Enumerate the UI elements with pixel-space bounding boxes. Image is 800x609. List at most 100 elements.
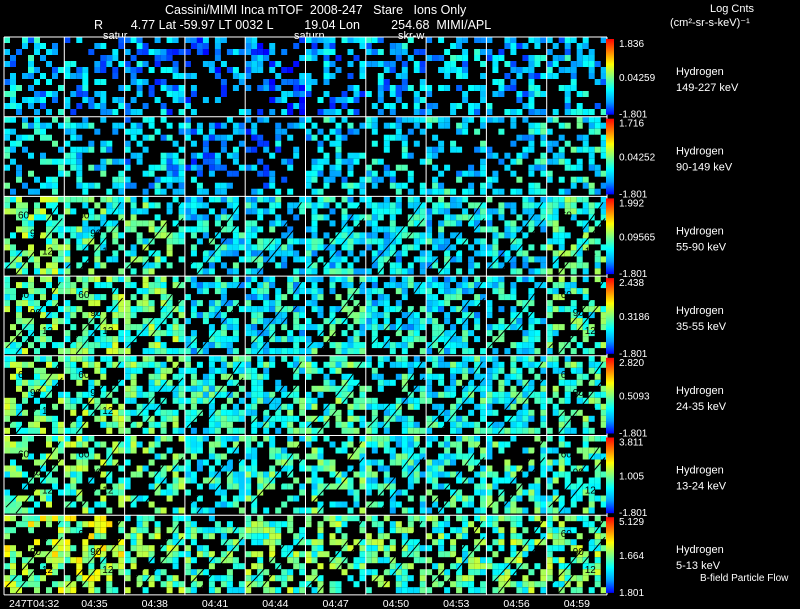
- heatmap-cell: [238, 355, 245, 362]
- heatmap-cell: [10, 244, 16, 251]
- heatmap-cell: [444, 575, 451, 582]
- heatmap-cell: [245, 477, 252, 484]
- heatmap-cell: [474, 557, 481, 564]
- heatmap-cell: [480, 385, 487, 392]
- heatmap-cell: [46, 415, 52, 422]
- heatmap-cell: [148, 122, 155, 129]
- heatmap-cell: [148, 220, 155, 227]
- heatmap-cell: [226, 244, 233, 251]
- heatmap-cell: [594, 268, 601, 275]
- heatmap-cell: [154, 477, 161, 484]
- heatmap-cell: [516, 97, 523, 103]
- heatmap-cell: [4, 427, 10, 434]
- heatmap-cell: [22, 214, 28, 221]
- heatmap-cell: [64, 122, 71, 129]
- heatmap-cell: [335, 318, 342, 325]
- heatmap-cell: [100, 391, 107, 398]
- heatmap-cell: [570, 208, 577, 215]
- heatmap-cell: [124, 427, 131, 434]
- heatmap-cell: [474, 336, 481, 343]
- heatmap-cell: [275, 97, 282, 103]
- heatmap-cell: [407, 391, 414, 398]
- heatmap-cell: [347, 312, 354, 319]
- heatmap-cell: [504, 256, 511, 263]
- heatmap-cell: [64, 551, 71, 558]
- heatmap-cell: [468, 300, 475, 307]
- heatmap-cell: [220, 415, 227, 422]
- heatmap-cell: [576, 465, 583, 472]
- heatmap-cell: [232, 170, 239, 177]
- heatmap-cell: [16, 262, 22, 269]
- heatmap-cell: [456, 55, 463, 61]
- heatmap-cell: [22, 250, 28, 257]
- heatmap-cell: [486, 152, 493, 159]
- heatmap-cell: [359, 73, 366, 79]
- heatmap-cell: [588, 109, 595, 115]
- heatmap-cell: [226, 238, 233, 245]
- heatmap-cell: [46, 489, 52, 496]
- heatmap-cell: [582, 140, 589, 147]
- heatmap-cell: [480, 483, 487, 490]
- heatmap-cell: [64, 244, 71, 251]
- heatmap-cell: [528, 330, 535, 337]
- heatmap-cell: [76, 176, 83, 183]
- heatmap-cell: [516, 268, 523, 275]
- heatmap-cell: [395, 581, 402, 588]
- heatmap-cell: [10, 103, 16, 109]
- heatmap-cell: [220, 551, 227, 558]
- heatmap-cell: [558, 202, 565, 209]
- heatmap-cell: [190, 85, 197, 91]
- heatmap-cell: [510, 539, 517, 546]
- heatmap-cell: [142, 587, 149, 594]
- heatmap-cell: [438, 324, 445, 331]
- heatmap-cell: [558, 306, 565, 313]
- heatmap-cell: [359, 563, 366, 570]
- heatmap-cell: [52, 435, 58, 442]
- heatmap-cell: [166, 545, 173, 552]
- heatmap-cell: [426, 355, 433, 362]
- heatmap-cell: [558, 459, 565, 466]
- heatmap-cell: [534, 501, 541, 508]
- heatmap-cell: [540, 379, 547, 386]
- heatmap-cell: [214, 43, 221, 49]
- units-label: Log Cnts: [710, 3, 755, 15]
- heatmap-cell: [299, 367, 306, 374]
- heatmap-cell: [106, 403, 113, 410]
- heatmap-cell: [184, 134, 191, 141]
- heatmap-cell: [4, 91, 10, 97]
- heatmap-cell: [377, 312, 384, 319]
- heatmap-cell: [257, 569, 264, 576]
- heatmap-cell: [438, 288, 445, 295]
- heatmap-cell: [432, 116, 439, 123]
- heatmap-cell: [492, 477, 499, 484]
- heatmap-cell: [462, 545, 469, 552]
- heatmap-cell: [426, 415, 433, 422]
- heatmap-cell: [516, 373, 523, 380]
- heatmap-cell: [142, 268, 149, 275]
- heatmap-cell: [136, 441, 143, 448]
- heatmap-cell: [263, 471, 270, 478]
- heatmap-cell: [178, 312, 185, 319]
- heatmap-cell: [371, 282, 378, 289]
- heatmap-cell: [432, 276, 439, 283]
- heatmap-cell: [377, 361, 384, 368]
- heatmap-cell: [389, 244, 396, 251]
- heatmap-cell: [444, 220, 451, 227]
- heatmap-cell: [16, 409, 22, 416]
- heatmap-cell: [238, 563, 245, 570]
- heatmap-cell: [257, 342, 264, 349]
- heatmap-cell: [70, 134, 77, 141]
- heatmap-cell: [516, 158, 523, 165]
- heatmap-cell: [287, 250, 294, 257]
- heatmap-cell: [395, 226, 402, 233]
- heatmap-cell: [413, 97, 420, 103]
- heatmap-cell: [359, 435, 366, 442]
- heatmap-cell: [377, 545, 384, 552]
- heatmap-cell: [468, 355, 475, 362]
- heatmap-cell: [76, 391, 83, 398]
- heatmap-cell: [468, 268, 475, 275]
- heatmap-cell: [214, 158, 221, 165]
- heatmap-cell: [329, 515, 336, 522]
- heatmap-cell: [365, 441, 372, 448]
- heatmap-cell: [468, 441, 475, 448]
